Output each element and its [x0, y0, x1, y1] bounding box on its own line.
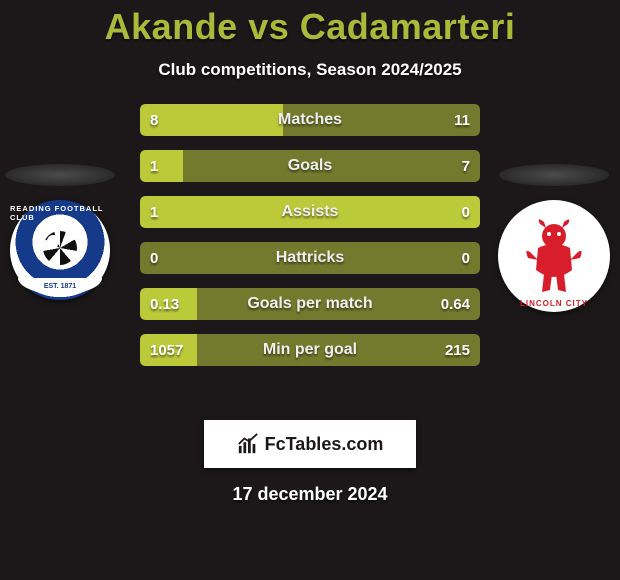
stat-row: 00Hattricks [140, 242, 480, 274]
watermark-text: FcTables.com [265, 434, 384, 455]
stat-label: Matches [140, 104, 480, 136]
comparison-infographic: Akande vs Cadamarteri Club competitions,… [0, 0, 620, 580]
stat-label: Min per goal [140, 334, 480, 366]
stat-row: 10Assists [140, 196, 480, 228]
chart-icon [237, 433, 259, 455]
stat-label: Goals per match [140, 288, 480, 320]
page-subtitle: Club competitions, Season 2024/2025 [0, 60, 620, 80]
stat-label: Goals [140, 150, 480, 182]
stat-row: 1057215Min per goal [140, 334, 480, 366]
football-icon [43, 231, 77, 265]
badge-shadow [499, 164, 609, 186]
stat-row: 0.130.64Goals per match [140, 288, 480, 320]
page-title: Akande vs Cadamarteri [0, 6, 620, 48]
crest-ring-text: LINCOLN CITY [498, 200, 610, 312]
right-team-badge: LINCOLN CITY [498, 164, 610, 312]
stat-label: Assists [140, 196, 480, 228]
stat-label: Hattricks [140, 242, 480, 274]
content-area: READING FOOTBALL CLUB EST. 1871 [0, 104, 620, 404]
stat-row: 811Matches [140, 104, 480, 136]
left-team-crest: READING FOOTBALL CLUB EST. 1871 [10, 200, 110, 300]
watermark: FcTables.com [204, 420, 416, 468]
stat-bars: 811Matches 17Goals 10Assists 00Hattricks 0.1… [140, 104, 480, 380]
date-text: 17 december 2024 [0, 484, 620, 505]
left-team-badge: READING FOOTBALL CLUB EST. 1871 [10, 164, 110, 300]
stat-row: 17Goals [140, 150, 480, 182]
badge-shadow [5, 164, 115, 186]
right-team-crest: LINCOLN CITY [498, 200, 610, 312]
